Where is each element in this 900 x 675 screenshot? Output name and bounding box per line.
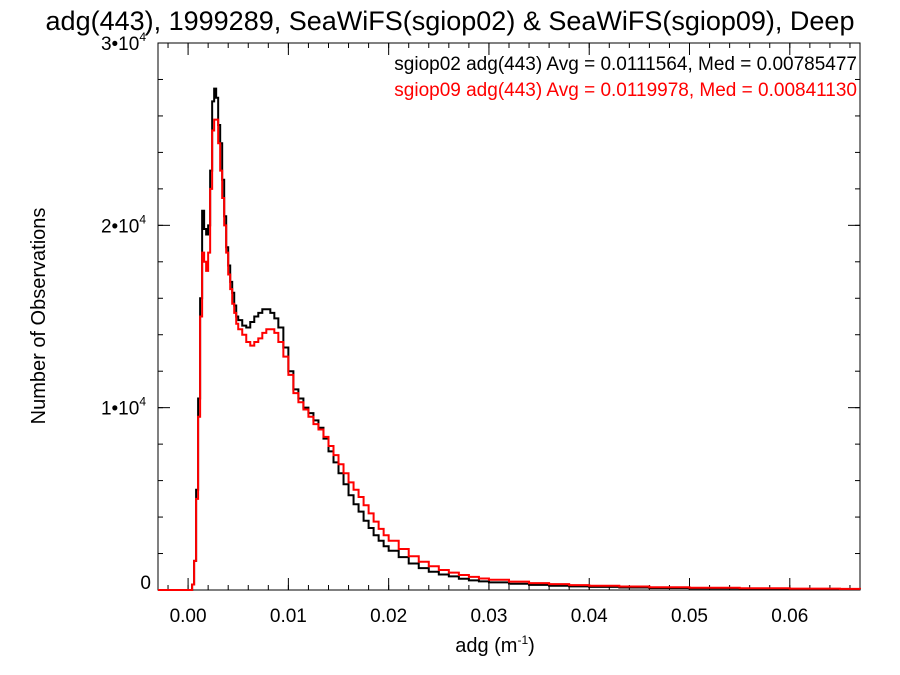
x-axis-label: adg (m-1)	[455, 633, 535, 657]
y-tick-label: 2•104	[101, 212, 146, 237]
series-line-sgiop09	[158, 118, 861, 591]
x-tick-label: 0.00	[170, 606, 207, 627]
major-ticks	[158, 42, 860, 591]
plot-frame	[157, 42, 861, 591]
y-tick-label-text: 1•10	[101, 399, 139, 420]
y-tick-label-exponent: 4	[139, 395, 146, 409]
x-tick-labels: 0.00 0.01 0.02 0.03 0.04 0.05 0.06	[170, 606, 809, 627]
minor-ticks	[158, 42, 860, 591]
y-tick-label: 1•104	[101, 395, 146, 420]
x-tick-label: 0.04	[571, 606, 608, 627]
x-tick-label: 0.06	[771, 606, 808, 627]
y-axis-label: Number of Observations	[28, 208, 50, 425]
y-tick-label-exponent: 4	[139, 30, 146, 44]
series-annotation-sgiop02: sgiop02 adg(443) Avg = 0.0111564, Med = …	[394, 54, 857, 75]
chart-title: adg(443), 1999289, SeaWiFS(sgiop02) & Se…	[46, 6, 855, 36]
series-annotation-sgiop09: sgiop09 adg(443) Avg = 0.0119978, Med = …	[394, 80, 857, 101]
x-tick-label: 0.02	[370, 606, 407, 627]
y-tick-label-exponent: 4	[139, 212, 146, 226]
plot-area: 0.00 0.01 0.02 0.03 0.04 0.05 0.06 01•1042•104…	[101, 30, 861, 627]
x-axis-label-superscript: -1	[517, 633, 528, 647]
x-axis-label-text: adg (m	[455, 635, 517, 657]
y-tick-label: 3•104	[101, 30, 146, 55]
y-tick-label-text: 3•10	[101, 34, 139, 55]
y-tick-label-text: 2•10	[101, 216, 139, 237]
x-tick-label: 0.05	[671, 606, 708, 627]
x-tick-label: 0.03	[470, 606, 507, 627]
series-lines	[158, 87, 861, 591]
y-tick-label-text: 0	[140, 573, 151, 594]
y-tick-label: 0	[140, 573, 151, 594]
x-tick-label: 0.01	[270, 606, 307, 627]
x-axis-label-close: )	[528, 635, 535, 657]
